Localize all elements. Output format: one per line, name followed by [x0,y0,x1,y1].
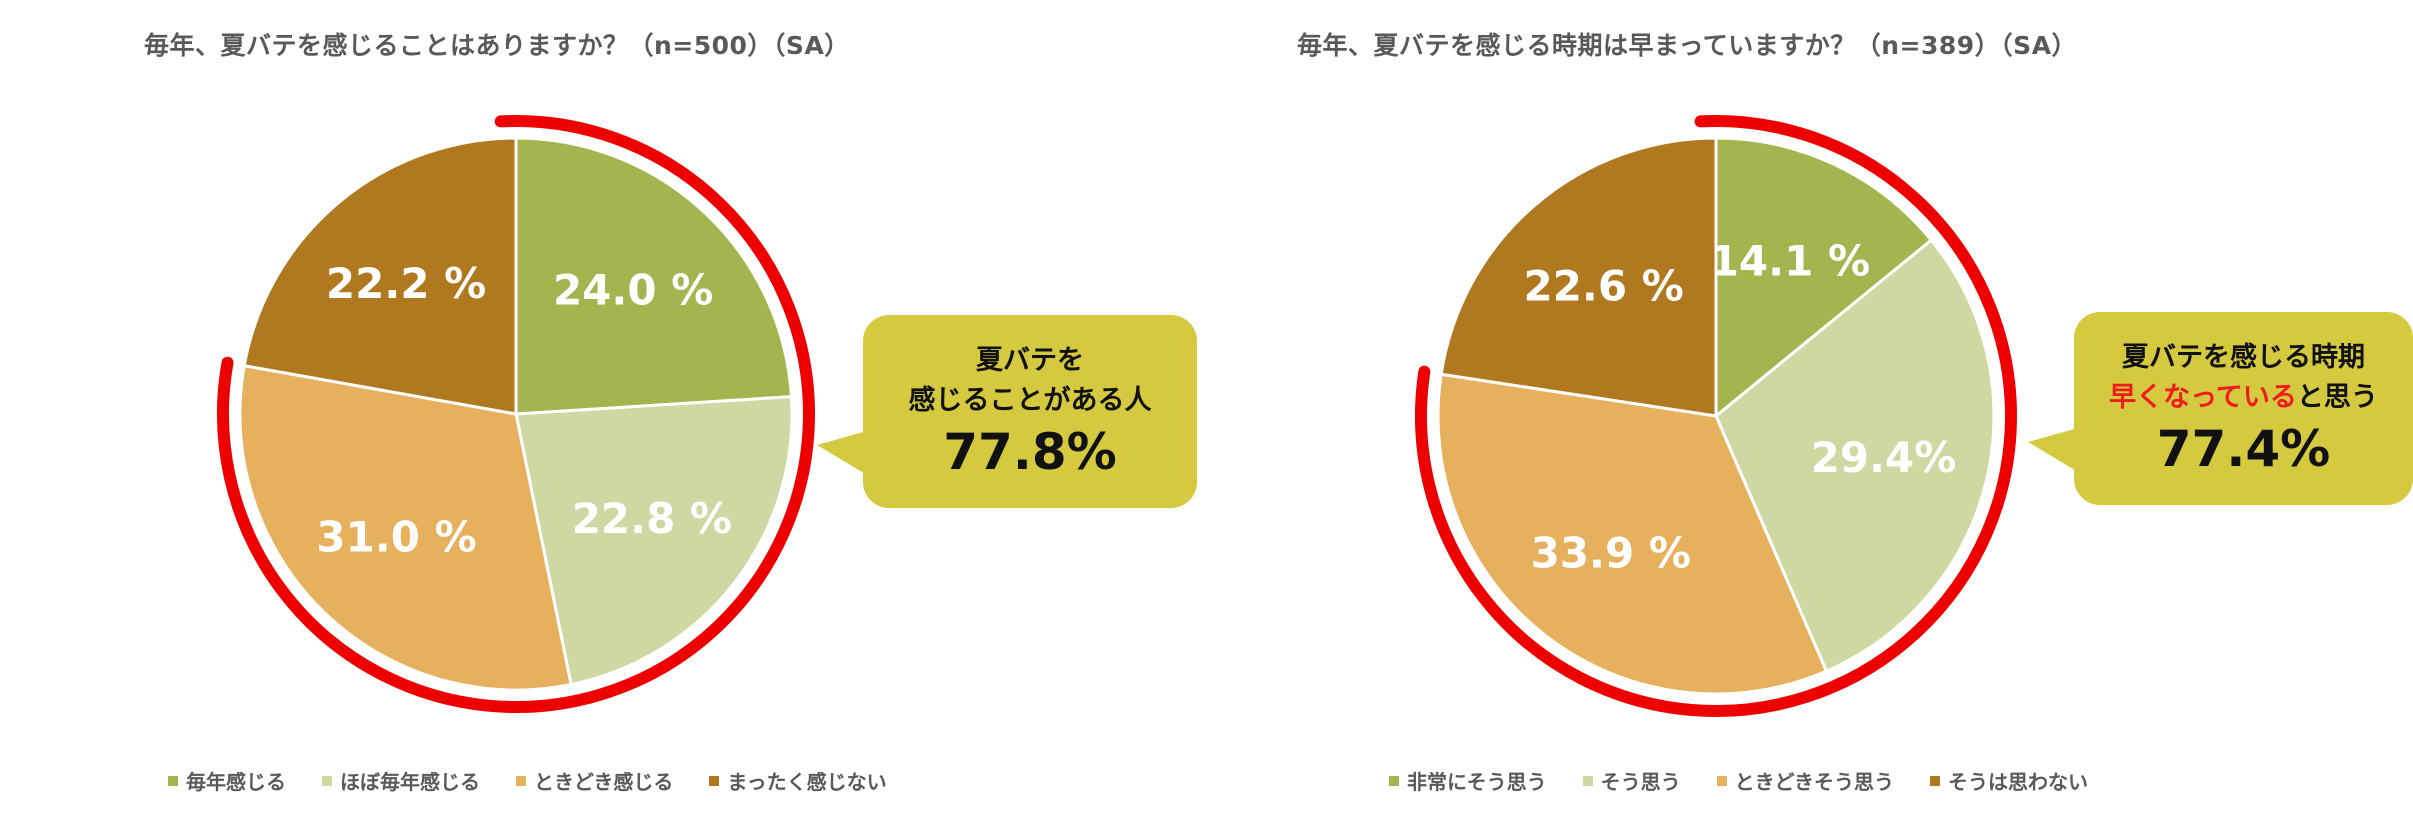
chart-right-title: 毎年、夏バテを感じる時期は早まっていますか？（n=389）（SA） [1297,31,2078,60]
callout-line1: 夏バテを感じる時期 [2122,341,2365,373]
legend-swatch [516,775,526,786]
data-label: 22.2 % [326,259,486,308]
callout-right: 夏バテを感じる時期 早くなっていると思う 77.4% [2028,312,2413,505]
highlight-arc [1415,115,2017,717]
data-label: 22.8 % [572,494,732,543]
callout-line2: 感じることがある人 [908,384,1152,416]
data-label: 31.0 % [316,513,476,562]
callout-line2-rest: と思う [2296,381,2378,413]
legend-item: ときどきそう思う [1716,766,1895,795]
legend-swatch [322,775,332,786]
legend-swatch [168,775,178,786]
legend-label: ときどき感じる [534,770,674,794]
highlight-arc [217,115,815,713]
callout-line1: 夏バテを [976,344,1084,376]
legend-item: そう思う [1582,766,1681,795]
legend-left: 毎年感じる ほぼ毎年感じる ときどき感じる まったく感じない [168,766,887,795]
callout-left: 夏バテを 感じることがある人 77.8% [817,315,1197,508]
callout-value: 77.8% [943,422,1117,481]
legend-label: 毎年感じる [186,770,286,794]
legend-item: ほぼ毎年感じる [322,766,480,795]
data-label: 14.1 % [1710,236,1870,285]
chart-left-title: 毎年、夏バテを感じることはありますか？（n=500）（SA） [144,31,850,60]
legend-label: そうは思わない [1948,770,2089,794]
legend-swatch [1582,775,1593,786]
legend-label: 非常にそう思う [1407,770,1547,794]
legend-item: そうは思わない [1930,766,2088,795]
legend-label: ほぼ毎年感じる [340,770,480,794]
legend-right: 非常にそう思う そう思う ときどきそう思う そうは思わない [1389,766,2088,795]
data-label: 24.0 % [553,265,713,314]
callout-tail [2028,428,2078,472]
pie-slice-3 [1436,372,1829,696]
legend-swatch [1930,775,1941,786]
callout-line2-highlight: 早くなっている [2109,381,2297,413]
callout-value: 77.4% [2156,419,2331,478]
pie-slice-1 [514,136,794,416]
pie-slice-2 [514,395,794,687]
pie-slice-1 [1714,136,1934,420]
legend-item: ときどき感じる [516,766,673,795]
legend-label: そう思う [1600,770,1681,794]
data-label: 33.9 % [1531,529,1691,578]
pie-slice-2 [1714,238,1996,674]
data-label: 22.6 % [1523,261,1683,310]
callout-tail [817,431,867,475]
data-label: 29.4% [1811,433,1957,482]
pie-slice-4 [242,136,518,416]
legend-swatch [709,775,720,786]
legend-item: 非常にそう思う [1389,766,1547,795]
legend-label: ときどきそう思う [1734,770,1895,794]
pie-slice-3 [238,363,573,692]
pie-slice-4 [1439,136,1718,418]
legend-swatch [1389,775,1399,786]
legend-swatch [1716,775,1727,786]
legend-label: まったく感じない [727,770,887,794]
legend-item: まったく感じない [709,766,887,795]
legend-item: 毎年感じる [168,766,286,795]
